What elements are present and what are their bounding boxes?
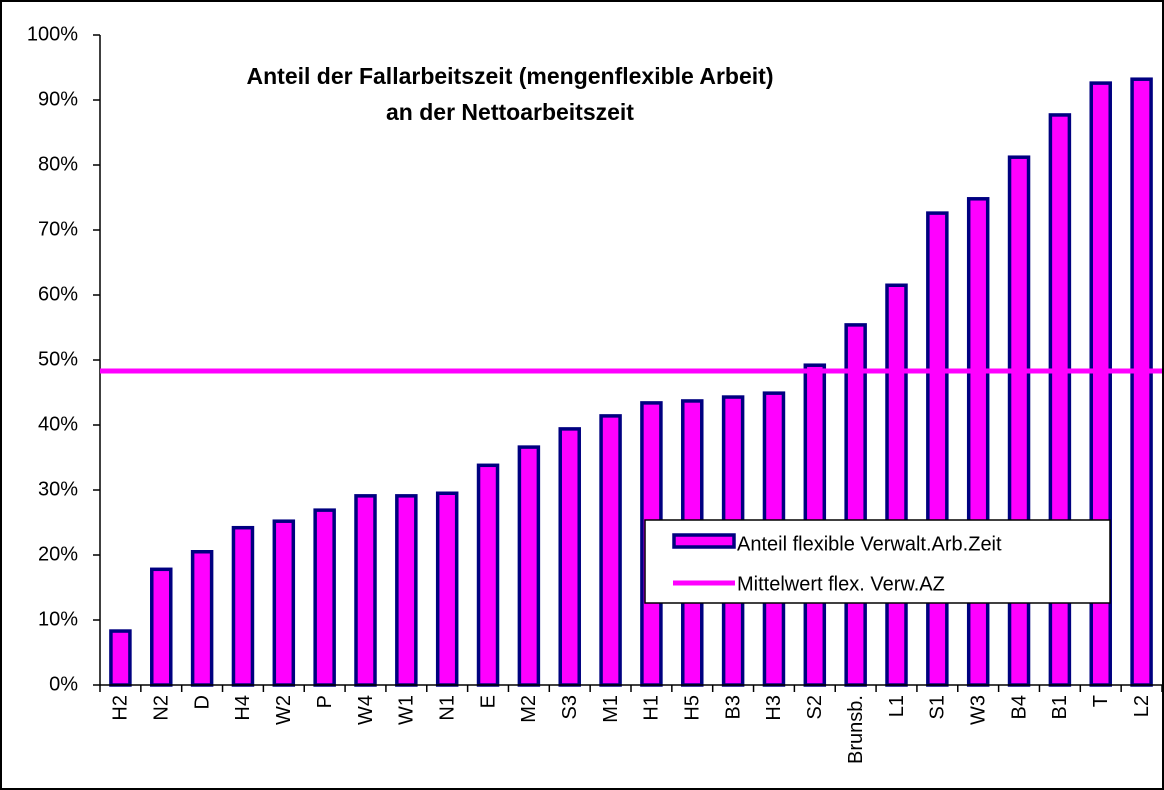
x-tick-label: H5	[682, 695, 704, 721]
x-tick-label: S1	[927, 695, 949, 719]
bar	[558, 427, 581, 687]
x-tick-label: L2	[1131, 695, 1153, 717]
bar	[599, 414, 622, 687]
x-tick-label: P	[314, 695, 336, 708]
chart-title: Anteil der Fallarbeitszeit (mengenflexib…	[247, 63, 774, 89]
bar	[517, 445, 541, 687]
x-tick-label: S2	[804, 695, 826, 719]
y-tick-label: 0%	[49, 673, 78, 695]
x-tick-label: M1	[600, 695, 622, 723]
bar	[435, 491, 459, 687]
legend-label: Anteil flexible Verwalt.Arb.Zeit	[737, 533, 1002, 555]
chart-title: an der Nettoarbeitszeit	[386, 99, 634, 125]
x-tick-label: W3	[967, 695, 989, 725]
bar	[395, 494, 418, 687]
x-tick-label: H1	[641, 695, 663, 721]
y-tick-label: 30%	[38, 478, 78, 500]
legend-label: Mittelwert flex. Verw.AZ	[737, 573, 945, 595]
y-tick-label: 10%	[38, 608, 78, 630]
y-tick-label: 70%	[38, 218, 78, 240]
x-tick-label: T	[1090, 695, 1112, 707]
x-tick-label: N1	[436, 695, 458, 721]
bar	[190, 550, 214, 687]
y-tick-label: 100%	[27, 23, 78, 45]
bar	[926, 211, 949, 687]
bar	[354, 494, 377, 687]
y-tick-label: 80%	[38, 153, 78, 175]
x-tick-label: W1	[396, 695, 418, 725]
x-tick-label: S3	[559, 695, 581, 719]
bar	[476, 463, 500, 687]
bar	[150, 567, 173, 687]
x-tick-label: H2	[110, 695, 132, 721]
bar	[844, 323, 867, 687]
bar	[313, 508, 336, 687]
y-tick-label: 90%	[38, 88, 78, 110]
x-tick-label: L1	[886, 695, 908, 717]
x-tick-label: M2	[518, 695, 540, 723]
bar	[1130, 77, 1153, 687]
y-tick-label: 40%	[38, 413, 78, 435]
bar	[966, 197, 990, 687]
x-tick-label: N2	[151, 695, 173, 721]
y-tick-label: 20%	[38, 543, 78, 565]
x-tick-label: B4	[1008, 695, 1030, 719]
x-tick-label: E	[477, 695, 499, 708]
y-tick-label: 50%	[38, 348, 78, 370]
x-tick-label: B3	[722, 695, 744, 719]
x-tick-label: H3	[763, 695, 785, 721]
x-tick-label: Brunsb.	[845, 695, 867, 764]
bar	[109, 629, 132, 687]
x-tick-label: D	[191, 695, 213, 709]
bar	[272, 519, 296, 687]
x-tick-label: H4	[232, 695, 254, 721]
x-tick-label: B1	[1049, 695, 1071, 719]
x-tick-label: W4	[355, 695, 377, 725]
y-tick-label: 60%	[38, 283, 78, 305]
bar	[885, 283, 908, 687]
bar	[1007, 155, 1031, 687]
legend-swatch	[672, 533, 736, 549]
bar	[231, 525, 255, 687]
x-tick-label: W2	[273, 695, 295, 725]
